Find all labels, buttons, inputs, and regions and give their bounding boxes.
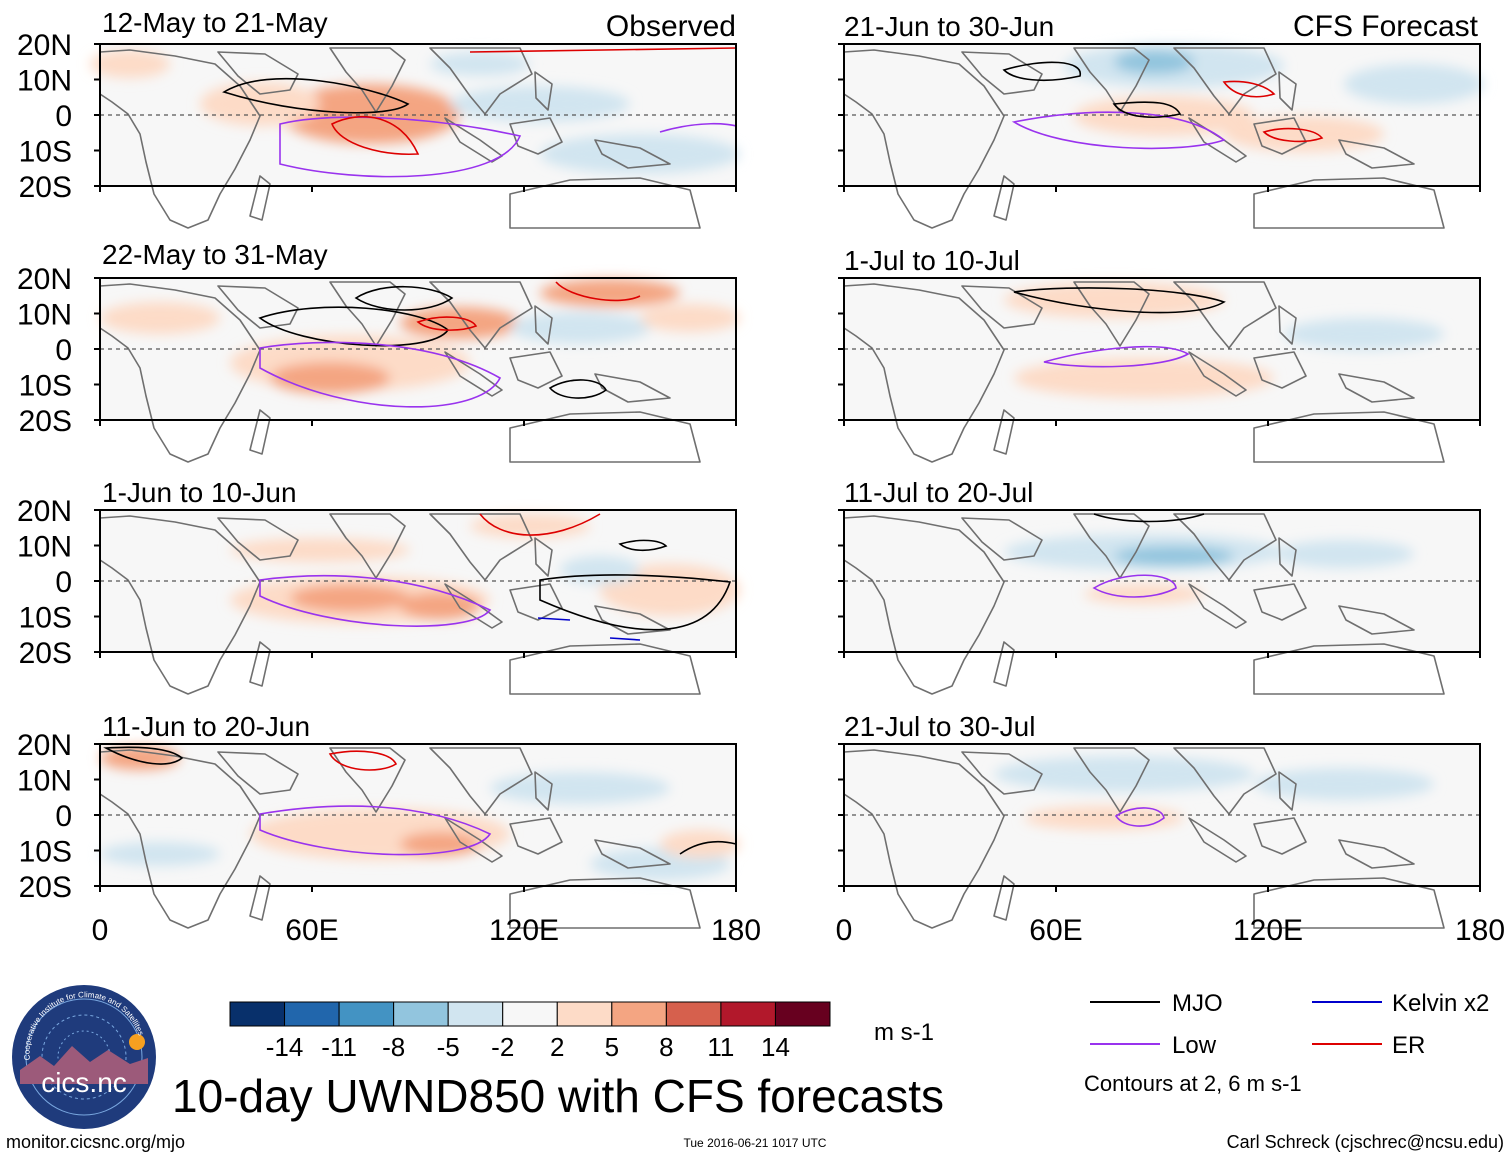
- y-tick-label: 10N: [17, 531, 72, 564]
- colorbar-level-label: -14: [266, 1032, 304, 1062]
- colorbar-level-label: 5: [605, 1032, 619, 1062]
- x-tick-label: 60E: [285, 914, 338, 947]
- footer-timestamp: Tue 2016-06-21 1017 UTC: [684, 1136, 827, 1150]
- footer-author: Carl Schreck (cjschrec@ncsu.edu): [1227, 1132, 1504, 1152]
- logo-text: cics.nc: [41, 1067, 127, 1098]
- y-tick-label: 0: [55, 800, 72, 833]
- panel-title: 11-Jul to 20-Jul: [844, 477, 1033, 508]
- y-tick-label: 20S: [19, 171, 72, 204]
- panel-cfs-3: 11-Jul to 20-Jul: [843, 477, 1481, 695]
- y-tick-label: 20N: [17, 263, 72, 296]
- x-axes: 0 60E 120E 180 0 60E 120E 180: [92, 186, 1505, 947]
- er-contour: [330, 115, 420, 156]
- x-tick-label: 0: [836, 914, 853, 947]
- panel-title: 21-Jul to 30-Jul: [844, 711, 1035, 742]
- x-tick-label: 180: [711, 914, 761, 947]
- low-contour: [279, 116, 522, 178]
- legend-label-kelvin: Kelvin x2: [1392, 990, 1489, 1017]
- panel-title: 21-Jun to 30-Jun: [844, 11, 1054, 42]
- colorbar-level-label: 2: [550, 1032, 564, 1062]
- cics-logo: cics.nc Cooperative Institute for Climat…: [12, 985, 156, 1129]
- colorbar-swatch: [338, 1001, 395, 1027]
- y-tick-label: 20S: [19, 871, 72, 904]
- y-tick-label: 0: [55, 566, 72, 599]
- colorbar-swatch: [502, 1001, 558, 1027]
- panel-title: 1-Jul to 10-Jul: [844, 245, 1020, 276]
- colorbar-swatch: [774, 1001, 831, 1027]
- y-tick-label: 20N: [17, 495, 72, 528]
- colorbar-swatch: [611, 1001, 667, 1027]
- panel-obs-3: 1-Jun to 10-Jun: [99, 477, 740, 695]
- colorbar-level-label: -5: [437, 1032, 460, 1062]
- colorbar-level-label: -8: [382, 1032, 405, 1062]
- y-tick-label: 10S: [19, 370, 72, 403]
- colorbar-level-label: -2: [491, 1032, 514, 1062]
- y-tick-label: 10S: [19, 836, 72, 869]
- y-tick-label: 20S: [19, 405, 72, 438]
- y-tick-label: 10N: [17, 65, 72, 98]
- colorbar-level-label: 8: [659, 1032, 673, 1062]
- x-tick-label: 120E: [489, 914, 559, 947]
- panel-title: 22-May to 31-May: [102, 239, 328, 270]
- y-tick-label: 10N: [17, 299, 72, 332]
- y-tick-label: 10S: [19, 136, 72, 169]
- panel-obs-4: 11-Jun to 20-Jun: [99, 711, 740, 929]
- main-title: 10-day UWND850 with CFS forecasts: [172, 1070, 944, 1122]
- y-axes: 20N10N010S20S20N10N010S20S20N10N010S20S2…: [17, 29, 844, 904]
- y-tick-label: 20N: [17, 729, 72, 762]
- legend-label-low: Low: [1172, 1032, 1217, 1059]
- colorbar-swatch: [665, 1001, 722, 1027]
- x-tick-label: 180: [1455, 914, 1505, 947]
- colorbar-swatch: [229, 1001, 286, 1027]
- colorbar-level-label: 11: [707, 1032, 734, 1062]
- colorbar-level-label: -11: [321, 1032, 357, 1062]
- footer-url: monitor.cicsnc.org/mjo: [6, 1132, 185, 1152]
- y-tick-label: 20S: [19, 637, 72, 670]
- x-tick-label: 60E: [1029, 914, 1082, 947]
- y-tick-label: 10N: [17, 765, 72, 798]
- panel-title: 1-Jun to 10-Jun: [102, 477, 297, 508]
- legend-label-mjo: MJO: [1172, 990, 1223, 1017]
- panel-cfs-1: 21-Jun to 30-Jun CFS Forecast: [843, 10, 1484, 229]
- y-tick-label: 10S: [19, 602, 72, 635]
- panel-title: 11-Jun to 20-Jun: [102, 711, 310, 742]
- panel-title: 12-May to 21-May: [102, 7, 328, 38]
- colorbar-level-label: 14: [761, 1032, 790, 1062]
- colorbar-units: m s-1: [874, 1019, 934, 1046]
- legend-label-er: ER: [1392, 1032, 1425, 1059]
- colorbar-swatch: [447, 1001, 504, 1027]
- legend-note: Contours at 2, 6 m s-1: [1084, 1071, 1302, 1096]
- sun-icon: [129, 1034, 145, 1050]
- anomaly-shading: [90, 50, 740, 174]
- colorbar-swatch: [284, 1001, 340, 1027]
- colorbar: -14 -11 -8 -5 -2 2 5 8 11 14: [229, 1001, 831, 1062]
- legend: MJO Kelvin x2 Low ER Contours at 2, 6 m …: [1084, 990, 1489, 1096]
- y-tick-label: 0: [55, 334, 72, 367]
- colorbar-swatch: [720, 1001, 776, 1027]
- panel-obs-2: 22-May to 31-May: [99, 239, 740, 463]
- panel-cfs-4: 21-Jul to 30-Jul: [843, 711, 1481, 929]
- y-tick-label: 20N: [17, 29, 72, 62]
- panel-obs-1: 12-May to 21-May Observed: [90, 7, 740, 229]
- colorbar-swatch: [556, 1001, 613, 1027]
- mjo-contour: [222, 77, 410, 114]
- x-tick-label: 0: [92, 914, 109, 947]
- column-title-forecast: CFS Forecast: [1293, 10, 1479, 43]
- y-tick-label: 0: [55, 100, 72, 133]
- colorbar-swatch: [393, 1001, 449, 1027]
- x-tick-label: 120E: [1233, 914, 1303, 947]
- panel-cfs-2: 1-Jul to 10-Jul: [843, 245, 1481, 463]
- column-title-observed: Observed: [606, 10, 736, 43]
